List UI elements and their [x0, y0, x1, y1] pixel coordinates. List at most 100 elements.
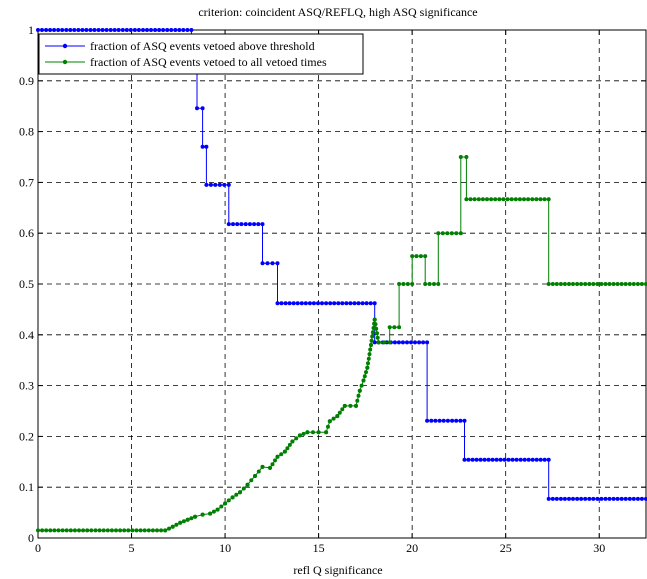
- series-point: [396, 340, 401, 345]
- series-point: [571, 282, 575, 286]
- series-point: [48, 28, 53, 32]
- series-point: [510, 457, 515, 462]
- series-point: [562, 282, 567, 286]
- series-point: [100, 28, 105, 32]
- series-point: [611, 496, 616, 501]
- series-point: [141, 28, 145, 32]
- series-point: [324, 430, 329, 435]
- legend-entry-label: fraction of ASQ events vetoed above thre…: [90, 39, 315, 53]
- series-point: [60, 28, 65, 32]
- series-point: [414, 254, 419, 259]
- series-point: [303, 301, 308, 306]
- series-point: [425, 340, 430, 345]
- series-point: [340, 301, 345, 306]
- series-point: [36, 528, 40, 533]
- x-ticks: 0 5 10 15 20 25 30: [35, 30, 605, 555]
- series-point: [490, 457, 495, 462]
- series-point: [145, 28, 149, 32]
- series-point: [427, 282, 432, 286]
- series-point: [454, 231, 459, 236]
- series-point: [52, 528, 57, 533]
- series-point: [122, 528, 127, 533]
- series-point: [200, 106, 205, 111]
- series-point: [185, 517, 190, 522]
- series-point: [370, 334, 375, 339]
- series-point: [316, 301, 320, 306]
- series-point: [374, 326, 379, 331]
- series-point: [583, 282, 588, 286]
- chart-title: criterion: coincident ASQ/REFLQ, high AS…: [198, 5, 477, 19]
- series-point: [320, 301, 324, 306]
- series-point: [208, 511, 213, 516]
- series-point: [112, 28, 117, 32]
- series-point: [273, 458, 277, 463]
- series-point: [238, 490, 242, 495]
- series-point: [450, 418, 455, 423]
- series-point: [215, 507, 220, 512]
- series-point: [204, 144, 209, 149]
- series-point: [607, 282, 612, 286]
- series-point: [185, 28, 190, 32]
- series-point: [161, 28, 166, 32]
- series-point: [534, 197, 539, 202]
- y-tick-label: 0.5: [19, 277, 34, 291]
- series-point: [109, 528, 114, 533]
- series-point: [223, 501, 228, 506]
- series-point: [356, 393, 361, 398]
- series-point: [530, 457, 535, 462]
- series-point: [538, 457, 543, 462]
- series-point: [356, 301, 361, 306]
- series-layer: [36, 28, 647, 533]
- series-point: [493, 197, 498, 202]
- series-point: [118, 528, 123, 533]
- series-point: [40, 528, 45, 533]
- series-point: [64, 28, 69, 32]
- x-tick-label: 25: [500, 541, 512, 555]
- series-point: [101, 528, 106, 533]
- series-point: [639, 282, 644, 286]
- series-point: [108, 28, 113, 32]
- series-point: [167, 526, 171, 531]
- series-point: [631, 496, 636, 501]
- series-point: [583, 496, 588, 501]
- series-point: [546, 457, 551, 462]
- series-point: [97, 528, 102, 533]
- series-point: [478, 457, 483, 462]
- series-point: [245, 482, 250, 487]
- y-tick-label: 0.6: [19, 226, 34, 240]
- series-point: [253, 474, 257, 478]
- series-point: [494, 457, 499, 462]
- series-point: [364, 301, 369, 306]
- series-point: [485, 197, 489, 202]
- series-point: [279, 301, 284, 306]
- series-point: [114, 528, 118, 533]
- series-point: [562, 496, 567, 501]
- series-line: [38, 29, 646, 500]
- series-point: [44, 28, 49, 32]
- series-point: [355, 398, 360, 403]
- legend-swatch-marker: [62, 59, 68, 65]
- series-point: [361, 378, 366, 383]
- series-point: [591, 496, 596, 501]
- series-point: [458, 231, 463, 236]
- series-point: [217, 182, 222, 187]
- series-point: [436, 231, 441, 236]
- series-point: [142, 528, 147, 533]
- series-point: [445, 231, 450, 236]
- series-point: [474, 457, 479, 462]
- legend: fraction of ASQ events vetoed above thre…: [38, 33, 364, 75]
- series-point: [546, 197, 551, 202]
- series-point: [213, 182, 218, 187]
- series-point: [287, 301, 292, 306]
- series-2: [36, 155, 647, 533]
- series-point: [149, 28, 153, 32]
- series-point: [627, 282, 632, 286]
- y-tick-label: 0.1: [19, 480, 34, 494]
- series-point: [173, 28, 178, 32]
- series-point: [282, 449, 287, 454]
- series-point: [366, 361, 370, 366]
- series-point: [445, 418, 450, 423]
- series-point: [189, 516, 194, 521]
- x-tick-label: 0: [35, 541, 41, 555]
- series-point: [366, 356, 371, 361]
